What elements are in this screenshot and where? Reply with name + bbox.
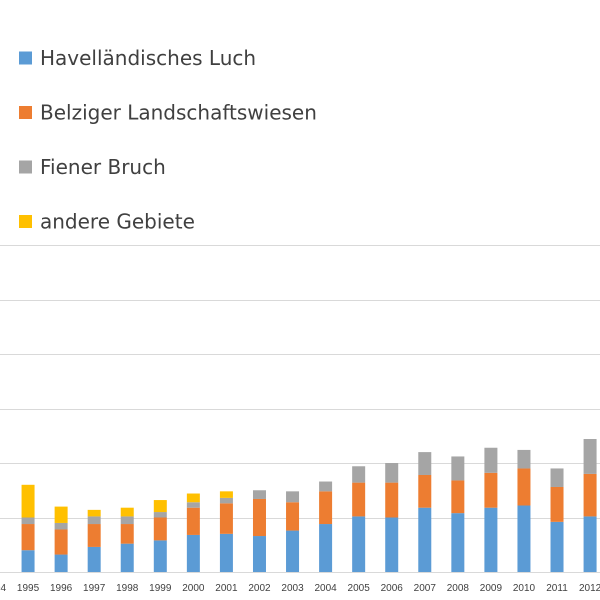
x-tick-label: 2010 — [513, 583, 536, 594]
legend-label: Fiener Bruch — [40, 155, 166, 179]
bar-segment — [186, 493, 200, 503]
bar-segment — [153, 517, 167, 541]
bar-segment — [352, 516, 366, 572]
bar-segment — [352, 466, 366, 483]
bar-segment — [385, 463, 399, 483]
bar-segment — [219, 503, 233, 534]
bar-segment — [451, 513, 465, 572]
legend-swatch — [19, 51, 32, 65]
bar-segment — [153, 512, 167, 518]
bar-segment — [319, 491, 333, 525]
bar-segment — [54, 522, 68, 530]
bar-segment — [120, 516, 134, 525]
bar-segment — [219, 497, 233, 504]
legend-swatch — [19, 106, 32, 119]
bar-segment — [517, 505, 531, 572]
bar-segment — [21, 524, 35, 551]
bar-segment — [517, 468, 531, 506]
bar-segment — [252, 490, 266, 499]
bar-segment — [21, 484, 35, 518]
x-tick-label: 2000 — [182, 583, 205, 594]
bar-segment — [186, 507, 200, 535]
bar-segment — [153, 500, 167, 513]
bar-segment — [286, 491, 300, 503]
bar-segment — [418, 474, 432, 508]
bar-segment — [550, 486, 564, 522]
bar-segment — [186, 534, 200, 572]
plot-area — [21, 439, 597, 572]
bar-segment — [21, 550, 35, 572]
x-tick-label: 2002 — [248, 583, 271, 594]
bar-segment — [252, 498, 266, 537]
bar-segment — [87, 524, 101, 547]
bar-segment — [550, 521, 564, 572]
x-tick-label: 2006 — [381, 583, 404, 594]
bar-segment — [385, 517, 399, 572]
bar-segment — [54, 529, 68, 555]
bar-segment — [87, 509, 101, 517]
bar-segment — [418, 507, 432, 572]
bar-segment — [54, 506, 68, 523]
x-tick-label: 2004 — [314, 583, 337, 594]
x-tick-label: 2001 — [215, 583, 238, 594]
bar-segment — [583, 473, 597, 517]
x-axis: 1994 1995 1996 1997 1998 1999 2000 2001 2002 2003… — [0, 583, 600, 594]
x-tick-label: 2003 — [281, 583, 304, 594]
bar-segment — [286, 530, 300, 572]
bar-segment — [120, 524, 134, 544]
x-tick-label: 2012 — [579, 583, 600, 594]
bar-segment — [54, 554, 68, 572]
bar-segment — [352, 482, 366, 517]
bar-segment — [484, 507, 498, 572]
bar-segment — [583, 516, 597, 572]
bar-segment — [484, 447, 498, 473]
bar-segment — [153, 540, 167, 572]
legend-label: Havelländisches Luch — [40, 46, 256, 70]
x-tick-label: 1996 — [50, 583, 73, 594]
x-tick-label: 2005 — [348, 583, 371, 594]
x-tick-label: 1997 — [83, 583, 106, 594]
bar-segment — [186, 502, 200, 508]
x-tick-label: 2008 — [447, 583, 470, 594]
bar-segment — [252, 536, 266, 572]
x-tick-label: 2011 — [546, 583, 568, 594]
bar-segment — [219, 491, 233, 498]
bar-segment — [484, 472, 498, 508]
bar-segment — [583, 439, 597, 474]
legend-label: Belziger Landschaftswiesen — [40, 101, 317, 125]
bar-segment — [21, 517, 35, 525]
bar-segment — [550, 468, 564, 487]
bar-segment — [418, 452, 432, 475]
bar-segment — [319, 524, 333, 572]
x-tick-label: 1998 — [116, 583, 139, 594]
legend-swatch — [19, 215, 32, 228]
legend-swatch — [19, 160, 32, 174]
x-tick-label: 1999 — [149, 583, 172, 594]
x-tick-label: 2007 — [414, 583, 437, 594]
bar-segment — [120, 507, 134, 517]
bar-segment — [451, 480, 465, 514]
x-tick-label: 2009 — [480, 583, 503, 594]
x-tick-label: 1994 — [0, 583, 7, 594]
bar-segment — [319, 481, 333, 492]
bar-segment — [87, 546, 101, 572]
bar-segment — [451, 456, 465, 481]
bar-segment — [385, 482, 399, 518]
legend-label: andere Gebiete — [40, 210, 195, 234]
bar-segment — [219, 533, 233, 572]
bar-segment — [517, 449, 531, 469]
bar-segment — [286, 502, 300, 531]
x-tick-label: 1995 — [17, 583, 40, 594]
bar-segment — [87, 516, 101, 525]
legend: Havelländisches Luch Belziger Landschafts… — [19, 46, 317, 234]
bar-segment — [120, 543, 134, 572]
